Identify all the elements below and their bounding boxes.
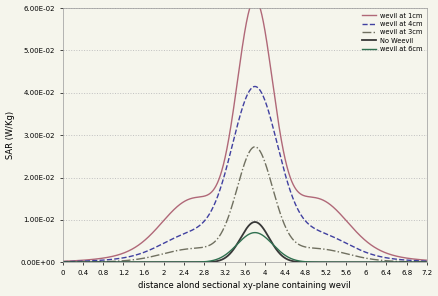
wevil at 6cm: [227, 249, 233, 253]
Y-axis label: SAR (W/Kg): SAR (W/Kg): [6, 111, 14, 159]
wevil at 6cm: [79, 260, 84, 264]
wevil at 1cm: [227, 129, 233, 132]
Line: wevil at 6cm: wevil at 6cm: [63, 233, 427, 262]
wevil at 3cm: [424, 260, 430, 264]
wevil at 1cm: [79, 259, 84, 262]
wevil at 3cm: [79, 260, 84, 264]
wevil at 6cm: [424, 260, 430, 264]
wevil at 6cm: [414, 260, 419, 264]
wevil at 6cm: [347, 260, 352, 264]
wevil at 1cm: [414, 258, 419, 261]
wevil at 4cm: [79, 259, 84, 263]
No Weevil: [227, 252, 233, 255]
wevil at 4cm: [60, 260, 65, 263]
wevil at 4cm: [227, 152, 233, 156]
wevil at 4cm: [414, 259, 419, 263]
wevil at 1cm: [424, 258, 430, 262]
Line: wevil at 3cm: wevil at 3cm: [63, 147, 427, 262]
wevil at 6cm: [413, 260, 419, 264]
No Weevil: [413, 260, 419, 264]
Line: wevil at 1cm: wevil at 1cm: [63, 0, 427, 261]
wevil at 1cm: [413, 258, 419, 261]
wevil at 6cm: [60, 260, 65, 264]
No Weevil: [414, 260, 419, 264]
wevil at 3cm: [413, 260, 419, 264]
wevil at 3cm: [252, 145, 258, 149]
No Weevil: [237, 238, 243, 241]
X-axis label: distance alond sectional xy-plane containing wevil: distance alond sectional xy-plane contai…: [138, 281, 351, 290]
No Weevil: [60, 260, 65, 264]
wevil at 4cm: [347, 243, 352, 247]
wevil at 3cm: [60, 260, 65, 264]
wevil at 4cm: [413, 259, 419, 263]
No Weevil: [347, 260, 352, 264]
Line: No Weevil: No Weevil: [63, 222, 427, 262]
wevil at 1cm: [252, 0, 258, 1]
wevil at 1cm: [237, 62, 243, 66]
No Weevil: [79, 260, 84, 264]
wevil at 3cm: [237, 177, 243, 181]
Legend: wevil at 1cm, wevil at 4cm, wevil at 3cm, No Weevil, wevil at 6cm: wevil at 1cm, wevil at 4cm, wevil at 3cm…: [360, 11, 424, 53]
wevil at 4cm: [252, 85, 258, 88]
wevil at 4cm: [424, 259, 430, 263]
wevil at 3cm: [227, 210, 233, 213]
wevil at 6cm: [237, 240, 243, 243]
Line: wevil at 4cm: wevil at 4cm: [63, 86, 427, 262]
wevil at 3cm: [414, 260, 419, 264]
wevil at 1cm: [347, 223, 352, 226]
No Weevil: [252, 220, 258, 224]
wevil at 1cm: [60, 260, 65, 263]
wevil at 4cm: [237, 115, 243, 118]
No Weevil: [424, 260, 430, 264]
wevil at 6cm: [252, 231, 258, 234]
wevil at 3cm: [347, 253, 352, 256]
